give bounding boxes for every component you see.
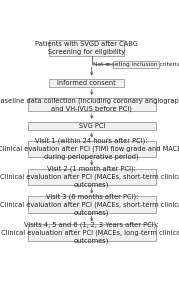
Text: Visit 2 (1 month after PCI):
Clinical evaluation after PCI (MACEs, short-term cl: Visit 2 (1 month after PCI): Clinical ev…	[0, 166, 179, 188]
Text: Visit 1 (within 24 hours after PCI):
Clinical evaluation after PCI (TIMI flow gr: Visit 1 (within 24 hours after PCI): Cli…	[0, 138, 179, 160]
FancyBboxPatch shape	[28, 140, 156, 157]
Text: Visit 3 (6 months after PCI):
Clinical evaluation after PCI (MACEs, short-term c: Visit 3 (6 months after PCI): Clinical e…	[0, 194, 179, 216]
FancyBboxPatch shape	[28, 122, 156, 130]
FancyBboxPatch shape	[28, 169, 156, 185]
Text: Baseline data collection (including coronary angiography
and VH-IVUS before PCI): Baseline data collection (including coro…	[0, 98, 179, 112]
FancyBboxPatch shape	[49, 78, 124, 87]
FancyBboxPatch shape	[49, 40, 124, 56]
Text: Visits 4, 5 and 6 (1, 2, 3 Years after PCI):
Clinical evaluation after PCI (MACE: Visits 4, 5 and 6 (1, 2, 3 Years after P…	[1, 221, 179, 244]
Text: Informed consent: Informed consent	[57, 80, 116, 86]
FancyBboxPatch shape	[113, 61, 159, 68]
FancyBboxPatch shape	[28, 98, 156, 111]
Text: Patients with SVGD after CABG
Screening for eligibility: Patients with SVGD after CABG Screening …	[35, 41, 138, 55]
FancyBboxPatch shape	[28, 224, 156, 241]
Text: Not meeting inclusion criteria: Not meeting inclusion criteria	[93, 62, 179, 67]
FancyBboxPatch shape	[28, 196, 156, 213]
Text: SVG PCI: SVG PCI	[79, 123, 105, 129]
